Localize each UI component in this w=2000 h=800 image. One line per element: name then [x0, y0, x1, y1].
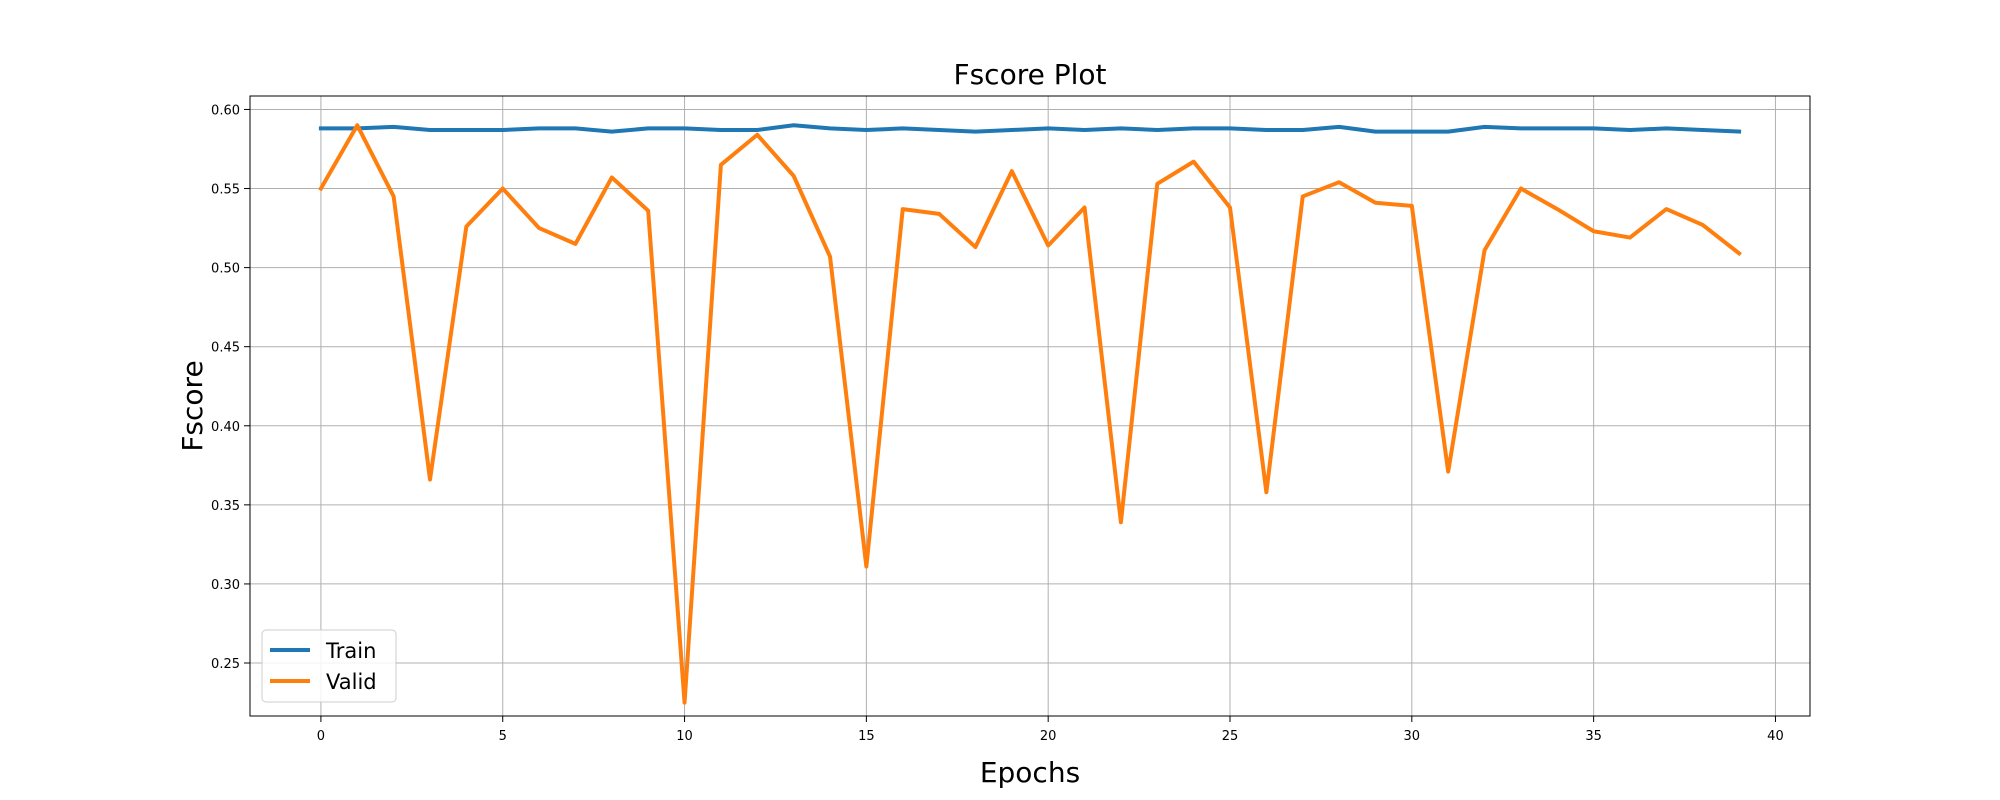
- x-tick-label: 15: [858, 729, 875, 744]
- y-tick-label: 0.35: [211, 499, 240, 514]
- x-axis-title: Epochs: [980, 756, 1080, 789]
- series-line-valid: [318, 123, 1742, 705]
- y-tick-label: 0.25: [211, 657, 240, 672]
- y-tick-label: 0.50: [211, 262, 240, 277]
- x-tick-label: 10: [676, 729, 693, 744]
- x-tick-label: 0: [317, 729, 325, 744]
- y-tick-label: 0.40: [211, 420, 240, 435]
- x-tick-label: 35: [1585, 729, 1602, 744]
- legend: Train Valid: [261, 629, 397, 703]
- y-tick-label: 0.30: [211, 578, 240, 593]
- y-axis-title: Fscore: [176, 360, 209, 451]
- x-axis: 0 5 10 15 20 25 30 35 40: [317, 716, 1784, 744]
- y-tick-label: 0.60: [211, 103, 240, 118]
- plot-frame: [249, 95, 1811, 717]
- series-line-train: [318, 123, 1742, 134]
- y-axis: 0.25 0.30 0.35 0.40 0.45 0.50 0.55 0.60: [211, 103, 250, 672]
- chart-title: Fscore Plot: [953, 58, 1106, 91]
- x-tick-label: 25: [1222, 729, 1239, 744]
- x-tick-label: 40: [1767, 729, 1784, 744]
- grid-layer: [250, 96, 1810, 716]
- x-tick-label: 30: [1404, 729, 1421, 744]
- legend-label-train: Train: [325, 639, 376, 663]
- x-tick-label: 20: [1040, 729, 1057, 744]
- y-tick-label: 0.55: [211, 183, 240, 198]
- series-layer: [318, 123, 1742, 705]
- legend-label-valid: Valid: [326, 670, 377, 694]
- x-tick-label: 5: [499, 729, 507, 744]
- y-tick-label: 0.45: [211, 341, 240, 356]
